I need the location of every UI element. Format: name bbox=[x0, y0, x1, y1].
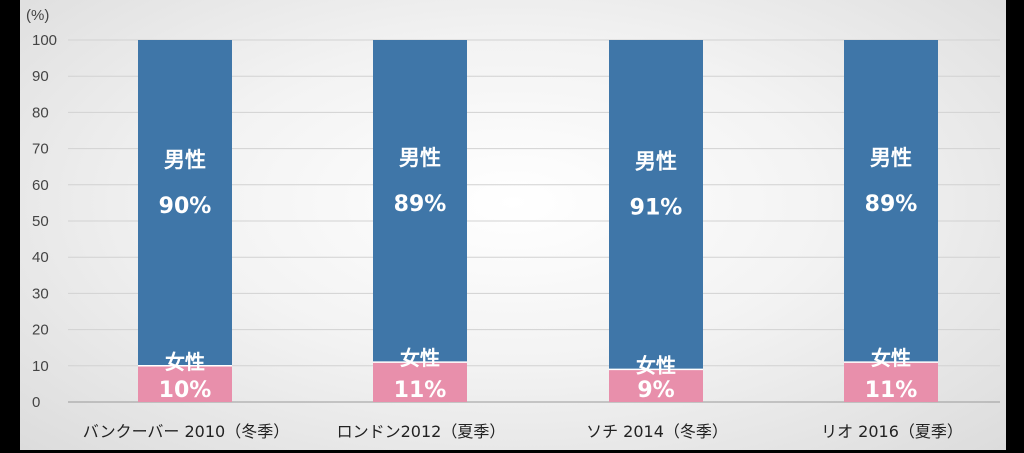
y-axis-unit-label: (%) bbox=[26, 7, 49, 24]
chart-frame: (%) 0 10 20 30 40 50 60 70 80 90 100 男性 90% 女性 10% 男性 8… bbox=[20, 0, 1006, 450]
bars bbox=[138, 40, 938, 402]
y-tick-label: 40 bbox=[32, 249, 49, 266]
y-axis-tick-labels: 0 10 20 30 40 50 60 70 80 90 100 bbox=[32, 32, 57, 411]
y-tick-label: 90 bbox=[32, 68, 49, 85]
bar-male bbox=[609, 40, 703, 370]
data-label-female: 11% bbox=[865, 378, 918, 403]
stacked-bar-chart: (%) 0 10 20 30 40 50 60 70 80 90 100 男性 90% 女性 10% 男性 8… bbox=[26, 7, 1000, 441]
data-label-male: 91% bbox=[630, 196, 683, 221]
data-label-male: 90% bbox=[159, 194, 212, 219]
y-tick-label: 20 bbox=[32, 322, 49, 339]
bar-female bbox=[609, 369, 703, 402]
y-tick-label: 70 bbox=[32, 141, 49, 158]
y-tick-label: 10 bbox=[32, 358, 49, 375]
bar-female bbox=[844, 362, 938, 402]
y-tick-label: 80 bbox=[32, 104, 49, 121]
data-label-female: 11% bbox=[394, 378, 447, 403]
series-name-male: 男性 bbox=[164, 148, 206, 172]
series-name-male: 男性 bbox=[635, 150, 677, 174]
x-category-label: バンクーバー 2010（冬季） bbox=[83, 422, 289, 441]
data-label-female: 10% bbox=[159, 378, 212, 403]
x-category-label: ソチ 2014（冬季） bbox=[586, 422, 728, 441]
series-name-female: 女性 bbox=[636, 353, 676, 377]
y-tick-label: 30 bbox=[32, 285, 49, 302]
bar-male bbox=[138, 40, 232, 366]
series-name-female: 女性 bbox=[400, 346, 440, 370]
x-category-label: リオ 2016（夏季） bbox=[821, 422, 963, 441]
x-axis-category-labels: バンクーバー 2010（冬季） ロンドン2012（夏季） ソチ 2014（冬季） リオ… bbox=[83, 422, 963, 441]
bar-male bbox=[844, 40, 938, 363]
bar-female bbox=[373, 362, 467, 402]
series-name-female: 女性 bbox=[871, 346, 911, 370]
data-label-male: 89% bbox=[865, 192, 918, 217]
bar-female bbox=[138, 365, 232, 402]
y-tick-label: 0 bbox=[32, 394, 40, 411]
y-tick-label: 50 bbox=[32, 213, 49, 230]
x-category-label: ロンドン2012（夏季） bbox=[337, 422, 506, 441]
data-label-female: 9% bbox=[637, 378, 674, 403]
series-name-female: 女性 bbox=[165, 350, 205, 374]
series-name-male: 男性 bbox=[870, 146, 912, 170]
series-name-male: 男性 bbox=[399, 146, 441, 170]
bar-male bbox=[373, 40, 467, 363]
data-label-male: 89% bbox=[394, 192, 447, 217]
y-tick-label: 60 bbox=[32, 177, 49, 194]
y-tick-label: 100 bbox=[32, 32, 57, 49]
